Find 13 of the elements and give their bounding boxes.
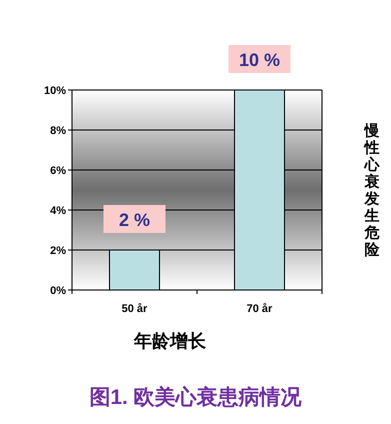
data-label: 10 % — [238, 50, 280, 70]
y-axis-title: 慢性心衰发生危险 — [364, 122, 380, 258]
x-tick-label: 50 år — [122, 302, 148, 315]
data-label: 2 % — [118, 210, 150, 230]
y-tick-label: 10% — [44, 85, 66, 97]
x-axis-title: 年龄增长 — [133, 331, 207, 351]
y-tick-label: 6% — [50, 165, 66, 177]
y-tick-label: 8% — [50, 125, 66, 137]
y-tick-label: 4% — [50, 205, 66, 217]
x-tick-label: 70 år — [246, 302, 274, 315]
y-tick-label: 0% — [50, 285, 66, 297]
text: 图1. 欧美心衰患病情况 — [89, 385, 303, 409]
y-tick-label: 2% — [50, 245, 66, 257]
